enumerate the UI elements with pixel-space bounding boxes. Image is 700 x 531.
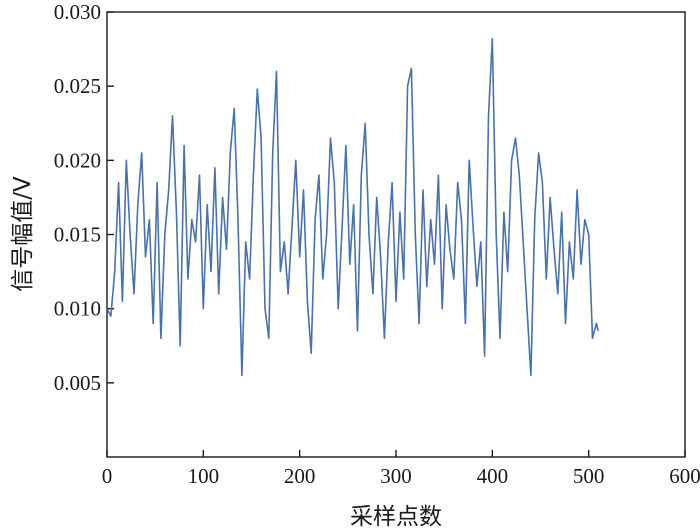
y-axis-title: 信号幅值/V	[10, 176, 36, 292]
x-tick-label: 600	[669, 464, 700, 488]
y-tick-label: 0.020	[54, 148, 101, 172]
y-tick-label: 0.025	[54, 74, 101, 98]
y-tick-label: 0.015	[54, 223, 101, 247]
x-tick-label: 0	[102, 464, 113, 488]
x-tick-label: 200	[284, 464, 316, 488]
y-ticks: 0.005 0.010 0.015 0.020 0.025 0.030	[54, 0, 114, 395]
x-tick-label: 500	[573, 464, 605, 488]
y-tick-label: 0.005	[54, 371, 101, 395]
x-ticks: 0 100 200 300 400 500 600	[102, 450, 700, 488]
x-tick-label: 400	[477, 464, 509, 488]
series-line	[106, 37, 600, 377]
x-tick-label: 100	[188, 464, 220, 488]
y-tick-label: 0.030	[54, 0, 101, 24]
x-tick-label: 300	[380, 464, 412, 488]
x-axis-title: 采样点数	[350, 504, 442, 530]
y-tick-label: 0.010	[54, 297, 101, 321]
